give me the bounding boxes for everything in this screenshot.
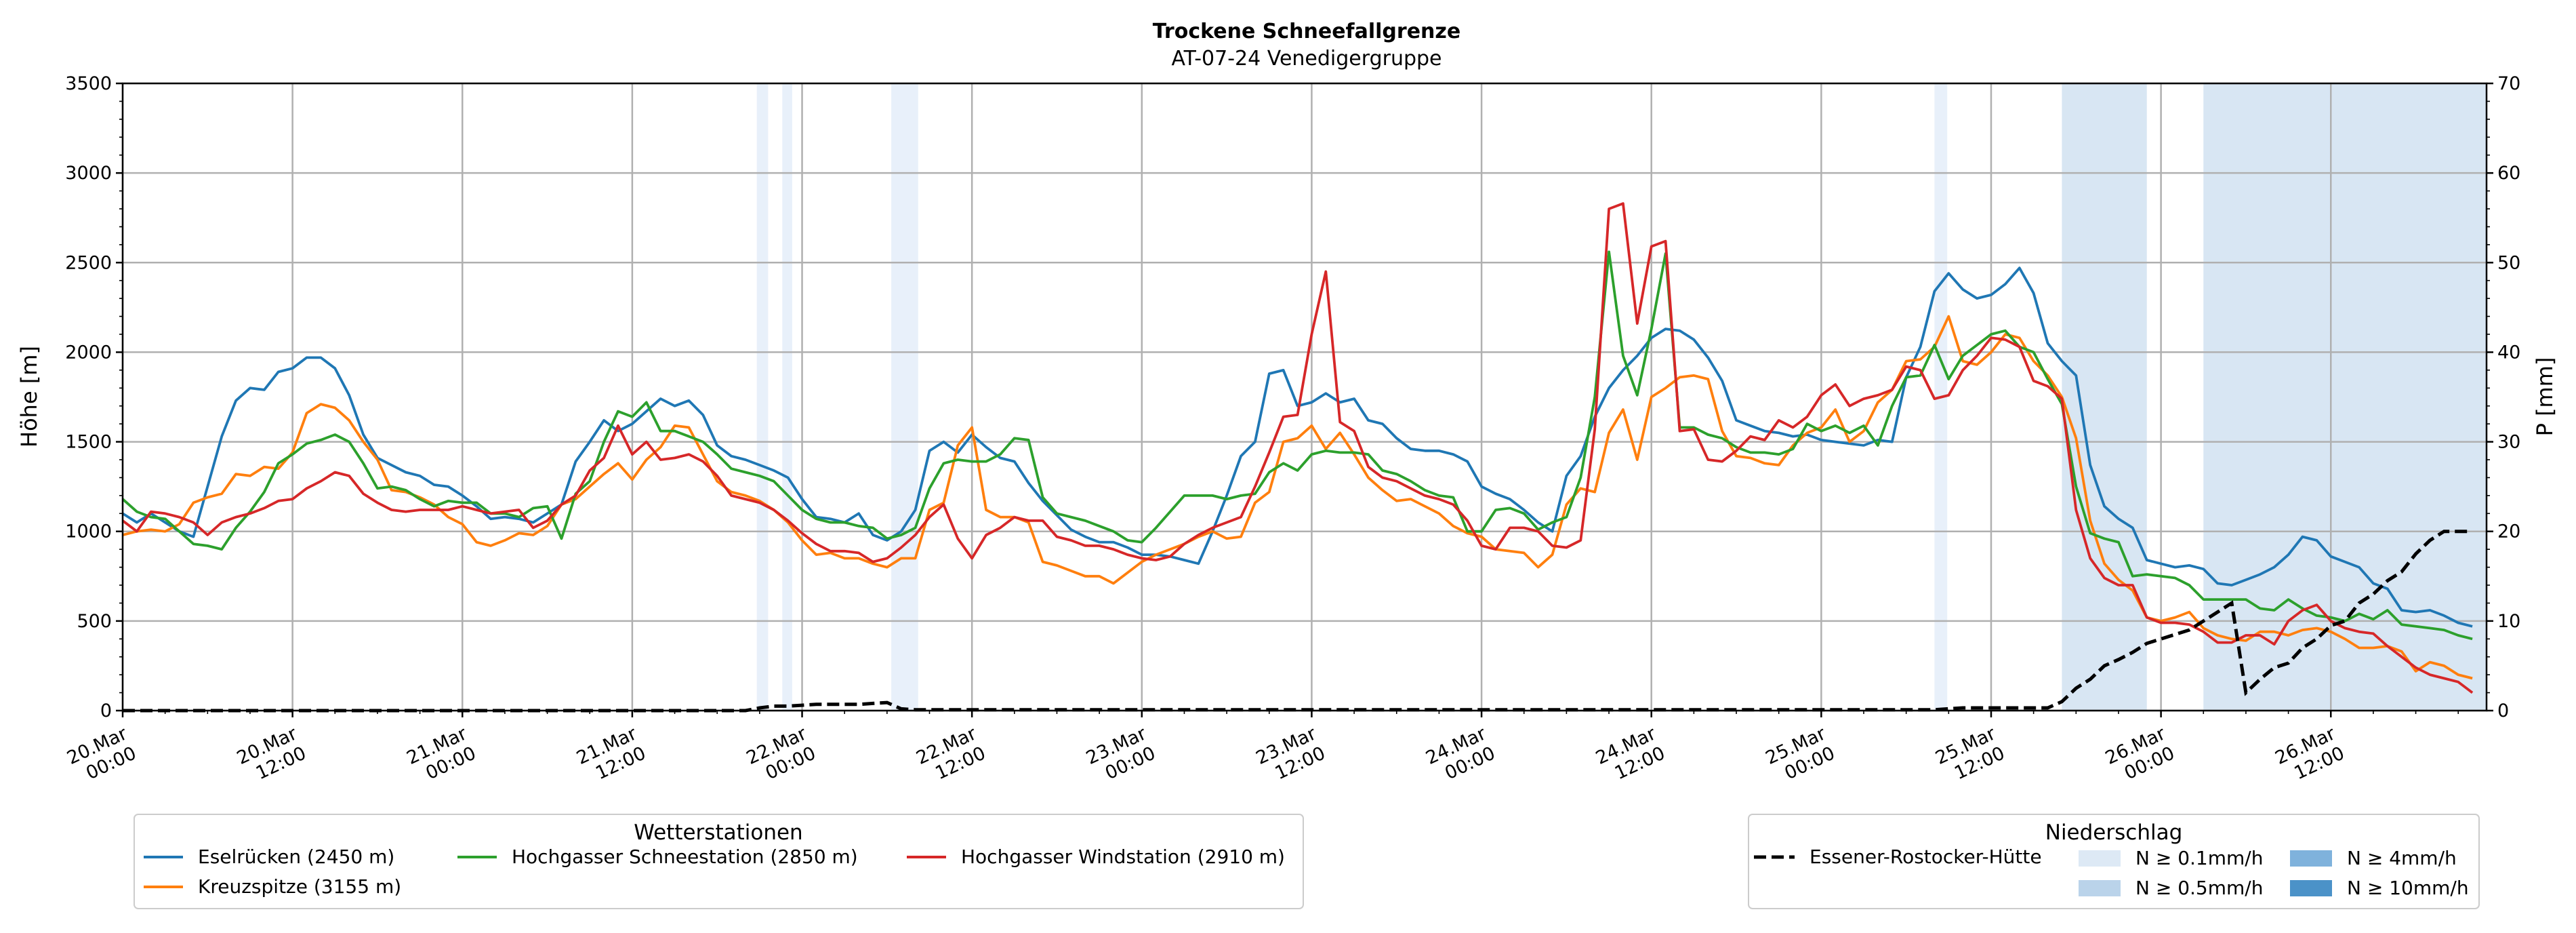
station-legend-entries: Eselrücken (2450 m) Kreuzspitze (3155 m) H… — [144, 846, 1285, 898]
y-tick-label-1: 500 — [77, 611, 112, 632]
legend-label-3: Hochgasser Windstation (2910 m) — [961, 846, 1285, 868]
chart-title: Trockene Schneefallgrenze — [1153, 20, 1460, 43]
legend-label-2: Hochgasser Schneestation (2850 m) — [512, 846, 858, 868]
legend-patch-label-0: N ≥ 0.1mm/h — [2135, 847, 2263, 869]
precip-band-0-1 — [782, 83, 792, 711]
series-line-1 — [122, 315, 2473, 680]
y-tick-label-3: 1500 — [65, 432, 112, 453]
legend-label-1: Kreuzspitze (3155 m) — [198, 875, 401, 898]
legend-label-0: Eselrücken (2450 m) — [198, 846, 394, 868]
plot-frame — [121, 82, 2488, 712]
y-tick-label-4: 2000 — [65, 342, 112, 363]
y-tick-label-5: 2500 — [65, 252, 112, 273]
y2-tick-label-7: 70 — [2497, 73, 2520, 94]
y2-axis-label: P [mm] — [2532, 357, 2558, 437]
precip-line — [123, 530, 2473, 713]
y-tick-label-6: 3000 — [65, 163, 112, 184]
chart-subtitle: AT-07-24 Venedigergruppe — [1171, 47, 1442, 71]
precip-band-0-2 — [891, 83, 918, 711]
precip-legend-entries: Essener-Rostocker-Hütte N ≥ 0.1mm/h N ≥ 0.… — [1754, 846, 2469, 899]
y-tick-label-0: 0 — [100, 700, 112, 721]
legend-patch-label-3: N ≥ 10mm/h — [2347, 877, 2469, 899]
legend-patch-2 — [2290, 850, 2332, 867]
y2-tick-label-5: 50 — [2497, 252, 2520, 273]
y-tick-label-2: 1000 — [65, 521, 112, 542]
series-line-3 — [121, 202, 2474, 694]
station-legend-box — [134, 814, 1304, 909]
y2-tick-label-4: 40 — [2497, 342, 2520, 363]
legend-patch-0 — [2079, 850, 2121, 867]
legend-patch-1 — [2079, 880, 2121, 896]
precip-band-1-1 — [2203, 83, 2487, 711]
precip-band-1-0 — [2062, 83, 2147, 711]
y2-tick-label-1: 10 — [2497, 611, 2520, 632]
precip-legend: Niederschlag Essener-Rostocker-Hütte N ≥ … — [1748, 814, 2480, 909]
station-legend-title: Wetterstationen — [634, 820, 802, 845]
precip-legend-title: Niederschlag — [2045, 820, 2183, 845]
station-legend: Wetterstationen Eselrücken (2450 m) Kreuz… — [134, 814, 1304, 909]
legend-patch-3 — [2290, 880, 2332, 896]
series-line-0 — [121, 266, 2473, 628]
y2-tick-label-6: 60 — [2497, 163, 2520, 184]
precip-line-path — [123, 530, 2473, 713]
y-tick-label-7: 3500 — [65, 73, 112, 94]
y-axis-label: Höhe [m] — [16, 346, 42, 448]
series-line-2 — [121, 250, 2473, 641]
y2-tick-label-2: 20 — [2497, 521, 2520, 542]
legend-precip-label: Essener-Rostocker-Hütte — [1810, 846, 2042, 868]
legend-patch-label-2: N ≥ 4mm/h — [2347, 847, 2457, 869]
legend-patch-label-1: N ≥ 0.5mm/h — [2135, 877, 2263, 899]
precip-bands — [756, 83, 2487, 711]
precip-band-0-0 — [756, 83, 769, 711]
series-lines — [121, 202, 2474, 694]
axes: 0 500 1000 1500 2000 2500 3000 3500 0 10 20 30 40 50 6… — [64, 73, 2520, 784]
y2-tick-label-3: 30 — [2497, 432, 2520, 453]
y2-tick-label-0: 0 — [2497, 700, 2509, 721]
